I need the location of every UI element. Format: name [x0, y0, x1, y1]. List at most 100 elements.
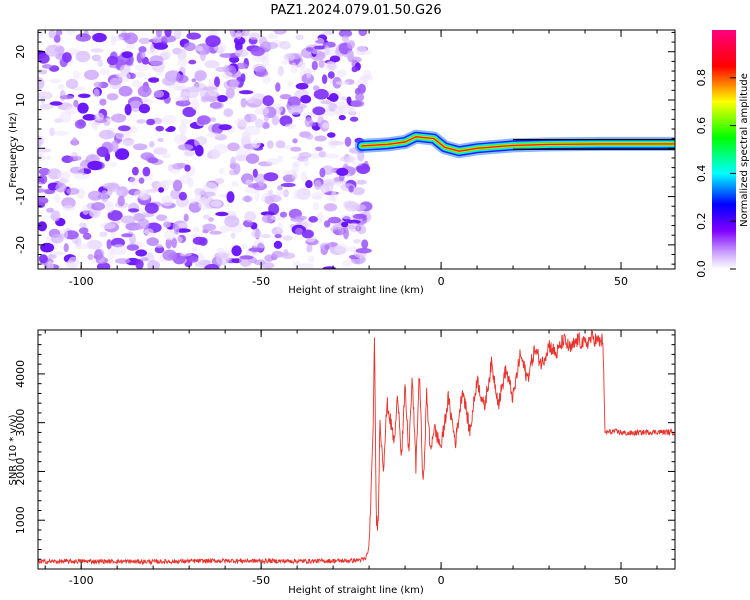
noise-blob — [277, 185, 283, 191]
noise-blob — [336, 167, 349, 176]
noise-blob — [158, 187, 165, 193]
noise-blob — [119, 140, 135, 146]
noise-blob — [350, 204, 367, 211]
noise-blob — [38, 147, 51, 153]
noise-blob — [251, 229, 262, 239]
noise-blob — [223, 108, 234, 117]
noise-blob — [72, 137, 78, 146]
noise-blob — [313, 45, 327, 50]
noise-blob — [245, 179, 253, 185]
noise-blob — [91, 54, 102, 62]
noise-blob — [119, 64, 131, 75]
spectrogram-y-tick-label: -20 — [14, 236, 27, 254]
noise-blob — [162, 76, 176, 86]
noise-blob — [48, 78, 62, 84]
noise-blob — [149, 55, 164, 67]
colorbar-tick-label: 0.6 — [695, 117, 708, 135]
noise-blob — [196, 73, 204, 82]
noise-blob — [275, 82, 281, 92]
noise-blob — [338, 30, 353, 38]
noise-blob — [306, 47, 313, 52]
noise-blob — [295, 82, 309, 90]
noise-blob — [61, 205, 75, 212]
noise-blob — [107, 210, 123, 221]
noise-blob — [179, 252, 192, 257]
noise-blob — [227, 142, 240, 152]
noise-blob — [146, 118, 156, 126]
noise-blob — [321, 30, 335, 36]
noise-blob — [317, 211, 324, 224]
noise-blob — [305, 180, 313, 189]
noise-blob — [161, 114, 177, 125]
snr-plot-area — [38, 330, 675, 566]
noise-blob — [319, 242, 333, 251]
noise-blob — [247, 183, 261, 189]
noise-blob — [106, 93, 119, 101]
noise-blob — [191, 78, 197, 83]
noise-blob — [62, 52, 72, 63]
snr-y-tick-label: 3000 — [14, 409, 27, 437]
noise-blob — [301, 229, 314, 239]
noise-blob — [137, 218, 150, 229]
noise-blob — [241, 195, 253, 202]
noise-blob — [346, 219, 361, 224]
noise-blob — [346, 50, 354, 61]
noise-blob — [253, 259, 266, 266]
noise-blob — [342, 259, 353, 267]
noise-blob — [318, 151, 327, 158]
colorbar-gradient — [712, 30, 736, 269]
noise-blob — [82, 232, 92, 240]
noise-blob — [155, 125, 164, 132]
noise-blob — [120, 215, 136, 224]
noise-blob — [323, 45, 330, 56]
noise-blob — [183, 42, 196, 52]
noise-blob — [341, 35, 350, 43]
noise-blob — [287, 80, 294, 87]
snr-x-tick-label: -50 — [252, 574, 270, 587]
noise-blob — [51, 233, 64, 244]
noise-blob — [188, 59, 197, 65]
noise-blob — [192, 247, 198, 253]
noise-blob — [146, 237, 159, 247]
noise-blob — [146, 49, 158, 54]
colorbar-tick-label: 0.2 — [695, 212, 708, 230]
noise-blob — [350, 100, 365, 108]
spectrogram-y-tick-label: -10 — [14, 188, 27, 206]
noise-blob — [51, 251, 66, 256]
noise-blob — [209, 117, 217, 123]
noise-blob — [193, 226, 200, 233]
noise-blob — [154, 245, 165, 254]
noise-blob — [38, 69, 48, 75]
noise-blob — [153, 147, 168, 155]
noise-blob — [282, 235, 293, 241]
noise-blob — [233, 163, 241, 175]
noise-blob — [230, 232, 236, 239]
noise-blob — [240, 98, 247, 108]
noise-blob — [318, 60, 325, 68]
noise-blob — [276, 30, 283, 34]
colorbar-tick-label: 0.4 — [695, 165, 708, 183]
noise-blob — [224, 215, 240, 228]
noise-blob — [238, 90, 254, 95]
noise-blob — [202, 223, 216, 232]
noise-blob — [140, 51, 146, 59]
noise-blob — [94, 112, 105, 122]
noise-blob — [312, 106, 326, 116]
noise-blob — [161, 179, 175, 186]
noise-blob — [267, 189, 274, 195]
noise-blob — [98, 129, 115, 140]
noise-blob — [275, 140, 286, 149]
noise-blob — [281, 60, 290, 65]
noise-blob — [186, 32, 201, 40]
noise-blob — [66, 187, 80, 195]
noise-blob — [277, 65, 284, 77]
noise-blob — [343, 227, 349, 240]
noise-blob — [192, 236, 206, 245]
noise-blob — [200, 95, 210, 103]
noise-blob — [327, 61, 337, 71]
noise-blob — [352, 161, 363, 167]
noise-blob — [233, 36, 246, 45]
spectrogram-plot-area — [38, 30, 675, 269]
